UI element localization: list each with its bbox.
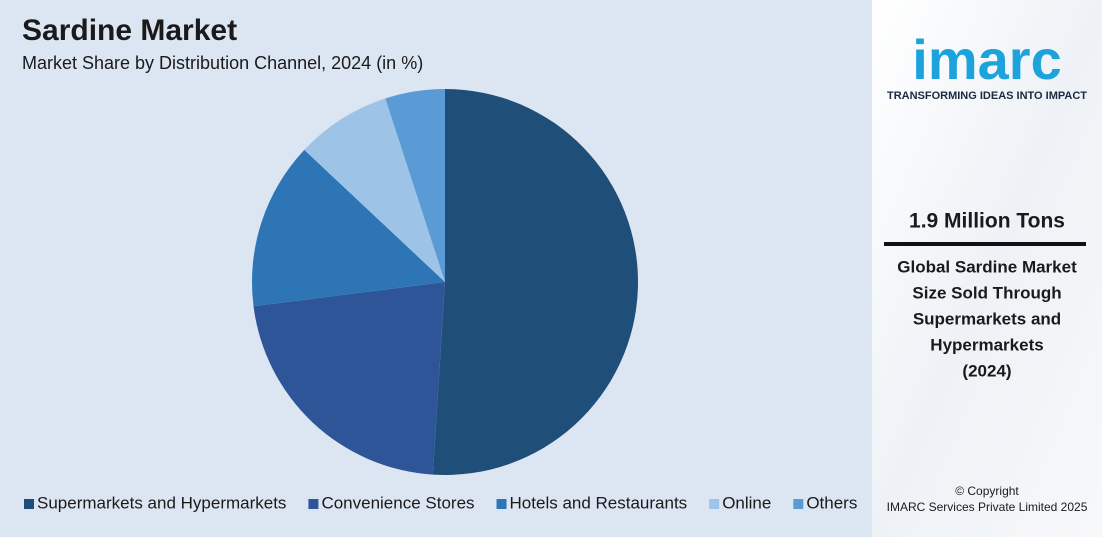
highlight-description: Hypermarkets <box>930 335 1043 354</box>
highlight-description: Global Sardine Market <box>897 257 1077 276</box>
pie-slice <box>304 98 445 282</box>
legend-label: Supermarkets and Hypermarkets <box>37 493 286 512</box>
copyright: © Copyright <box>955 484 1019 498</box>
logo: imarc <box>912 28 1061 91</box>
highlight-description: Size Sold Through <box>912 283 1061 302</box>
legend-swatch <box>709 499 720 509</box>
legend-label: Convenience Stores <box>321 493 474 512</box>
legend-swatch <box>308 499 319 509</box>
copyright: IMARC Services Private Limited 2025 <box>887 500 1088 514</box>
pie-slice <box>252 149 445 307</box>
legend-swatch <box>24 499 34 509</box>
sidebar-background <box>872 0 1102 537</box>
chart-subtitle: Market Share by Distribution Channel, 20… <box>22 53 423 73</box>
legend-swatch <box>496 499 507 509</box>
highlight-value: 1.9 Million Tons <box>909 210 1065 233</box>
highlight-description: (2024) <box>962 361 1011 380</box>
legend: Supermarkets and Hypermarkets Convenience… <box>24 493 857 512</box>
highlight-description: Supermarkets and <box>913 309 1061 328</box>
legend-label: Others <box>806 493 857 512</box>
legend-swatch <box>793 499 804 509</box>
divider <box>884 242 1086 246</box>
tagline: TRANSFORMING IDEAS INTO IMPACT <box>887 90 1087 102</box>
legend-label: Online <box>722 493 771 512</box>
legend-label: Hotels and Restaurants <box>510 493 688 512</box>
pie-slice <box>385 89 445 282</box>
chart-title: Sardine Market <box>22 14 237 47</box>
pie-slice <box>253 282 445 475</box>
pie-slice <box>432 89 639 476</box>
